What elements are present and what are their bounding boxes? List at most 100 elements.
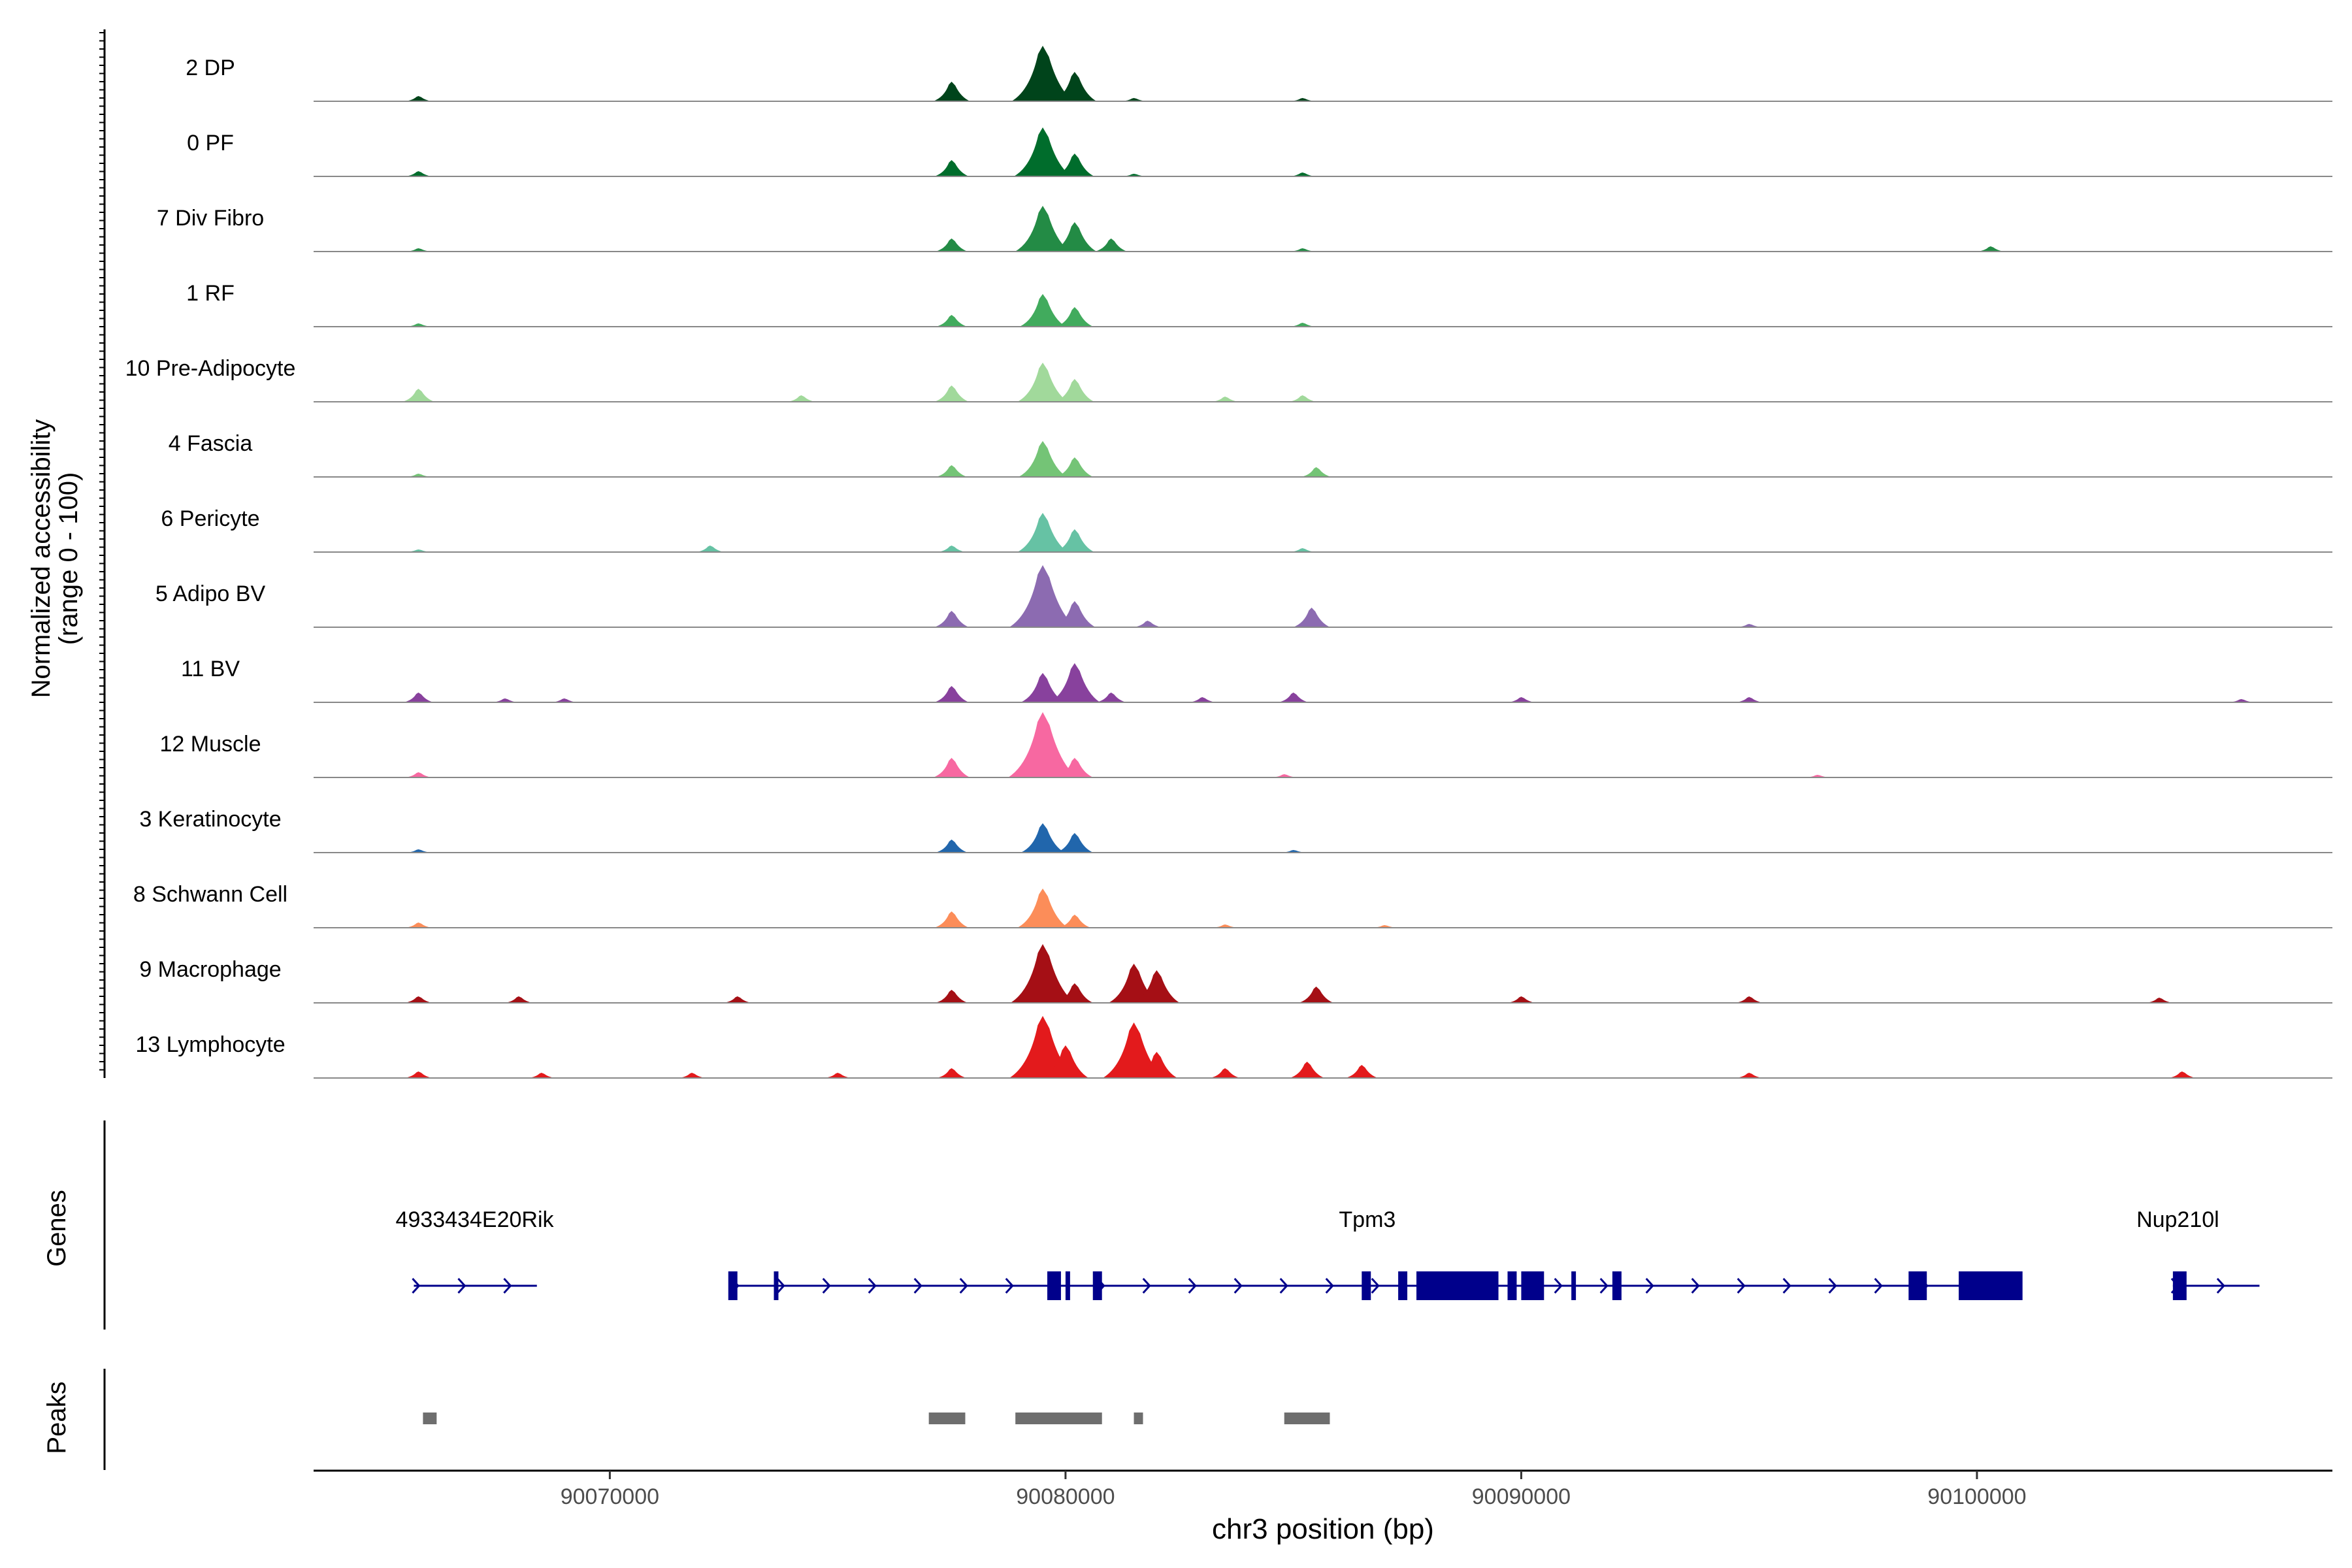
- strand-arrow: [1737, 1277, 1746, 1294]
- exon: [1571, 1271, 1576, 1300]
- track: 2 DP: [186, 46, 2332, 102]
- accessibility-peak: [934, 160, 970, 176]
- peak-region: [1134, 1413, 1143, 1424]
- track: 6 Pericyte: [161, 506, 2332, 553]
- accessibility-peak: [934, 385, 970, 402]
- accessibility-peak: [1289, 1062, 1325, 1078]
- accessibility-peak: [1017, 513, 1069, 552]
- peak-track: [423, 1413, 1330, 1424]
- track-label: 5 Adipo BV: [155, 581, 266, 606]
- strand-arrow: [1599, 1277, 1609, 1294]
- strand-arrow: [1279, 1277, 1288, 1294]
- accessibility-peak: [1133, 621, 1162, 627]
- accessibility-peak: [1736, 624, 1762, 627]
- x-tick-label: 90070000: [561, 1484, 659, 1509]
- accessibility-peak: [404, 171, 433, 176]
- accessibility-peak: [933, 82, 971, 101]
- accessibility-peak: [527, 1073, 555, 1078]
- accessibility-peak: [1056, 833, 1094, 853]
- peaks-panel-label: Peaks: [42, 1381, 71, 1454]
- track-label: 12 Muscle: [160, 732, 261, 757]
- accessibility-peak: [2168, 1071, 2197, 1078]
- accessibility-peak: [1054, 529, 1095, 552]
- accessibility-peak: [1049, 663, 1100, 702]
- y-axis-title-line2: (range 0 - 100): [54, 472, 83, 645]
- accessibility-peak: [1009, 565, 1077, 627]
- track-label: 13 Lymphocyte: [135, 1032, 285, 1057]
- accessibility-peak: [1212, 924, 1238, 928]
- track-label: 9 Macrophage: [139, 957, 281, 982]
- track-label: 0 PF: [187, 131, 234, 155]
- accessibility-peak: [935, 990, 968, 1003]
- strand-arrow: [1782, 1277, 1791, 1294]
- accessibility-peak: [934, 686, 970, 702]
- accessibility-peak: [1096, 693, 1126, 702]
- strand-arrow: [913, 1277, 923, 1294]
- track: 3 Keratinocyte: [139, 807, 2332, 853]
- gene-label: 4933434E20Rik: [396, 1207, 555, 1232]
- strand-arrow: [822, 1277, 831, 1294]
- exon: [1047, 1271, 1061, 1300]
- gene-track: 4933434E20Rik Tpm3 Nup210l: [396, 1207, 2260, 1300]
- x-tick-label: 90080000: [1016, 1484, 1115, 1509]
- exon: [1416, 1271, 1499, 1300]
- accessibility-peak: [1289, 172, 1316, 176]
- track-label: 10 Pre-Adipocyte: [125, 356, 296, 381]
- accessibility-peak: [934, 611, 970, 627]
- accessibility-peak: [1021, 823, 1065, 853]
- strand-arrow: [1188, 1277, 1197, 1294]
- strand-arrow: [1554, 1277, 1563, 1294]
- track-label: 3 Keratinocyte: [139, 807, 281, 832]
- accessibility-peak: [696, 546, 725, 552]
- accessibility-peak: [1056, 457, 1094, 477]
- strand-arrow: [1005, 1277, 1014, 1294]
- accessibility-peak: [1054, 379, 1095, 402]
- accessibility-peak: [1209, 1068, 1241, 1078]
- accessibility-peak: [404, 996, 433, 1003]
- track-label: 11 BV: [181, 657, 240, 681]
- strand-arrow: [1371, 1277, 1380, 1294]
- track: 11 BV: [181, 657, 2332, 703]
- accessibility-peak: [1120, 98, 1147, 101]
- track: 5 Adipo BV: [155, 565, 2332, 628]
- accessibility-peak: [824, 1073, 851, 1078]
- accessibility-peak: [1058, 915, 1091, 928]
- gene: 4933434E20Rik: [396, 1207, 555, 1294]
- accessibility-peak: [1053, 72, 1097, 101]
- accessibility-peak: [1507, 996, 1535, 1003]
- strand-arrow: [503, 1277, 512, 1294]
- accessibility-peak: [402, 389, 435, 402]
- accessibility-peak: [1054, 154, 1095, 176]
- accessibility-peak: [1298, 987, 1334, 1003]
- accessibility-peak: [1135, 1052, 1178, 1078]
- accessibility-peak: [1289, 323, 1316, 327]
- peak-region: [928, 1413, 966, 1424]
- accessibility-peak: [504, 996, 533, 1003]
- accessibility-peak: [1017, 889, 1069, 928]
- x-tick-label: 90100000: [1927, 1484, 2026, 1509]
- accessibility-peak: [404, 772, 433, 777]
- exon: [1092, 1271, 1102, 1300]
- accessibility-peak: [1735, 697, 1763, 702]
- gene: Tpm3: [728, 1207, 2023, 1300]
- exon: [1065, 1271, 1070, 1300]
- accessibility-peak: [2146, 998, 2173, 1003]
- accessibility-peak: [936, 465, 968, 477]
- track: 4 Fascia: [169, 431, 2332, 478]
- accessibility-peak: [1013, 127, 1072, 176]
- accessibility-peak: [678, 1073, 706, 1078]
- exon: [774, 1271, 779, 1300]
- accessibility-peak: [1094, 238, 1128, 252]
- accessibility-peak: [1289, 248, 1316, 252]
- accessibility-peak: [404, 923, 433, 928]
- accessibility-peak: [1293, 608, 1331, 627]
- accessibility-peak: [491, 698, 519, 702]
- accessibility-peak: [1019, 294, 1066, 327]
- accessibility-peak: [1735, 996, 1763, 1003]
- accessibility-peak: [787, 395, 815, 402]
- strand-arrow: [457, 1277, 466, 1294]
- accessibility-peak: [1053, 222, 1097, 252]
- accessibility-peak: [1015, 206, 1071, 252]
- exon: [1908, 1271, 1927, 1300]
